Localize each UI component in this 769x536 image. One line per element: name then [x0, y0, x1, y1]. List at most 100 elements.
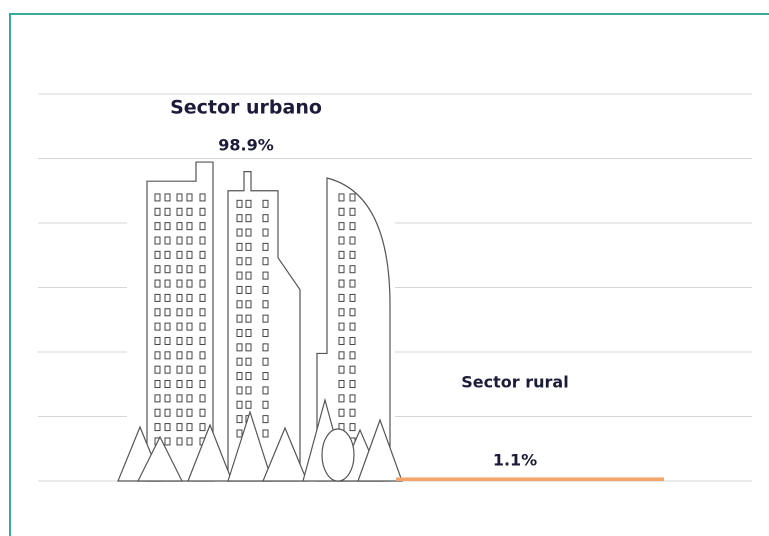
window [338, 394, 345, 403]
window [176, 193, 183, 202]
window [154, 380, 161, 389]
window [186, 222, 193, 231]
window [349, 222, 356, 231]
window [164, 207, 171, 216]
window [199, 222, 206, 231]
window [199, 423, 206, 432]
window [199, 408, 206, 417]
window [186, 394, 193, 403]
window [154, 193, 161, 202]
value-label: 98.9% [218, 136, 274, 155]
window [164, 322, 171, 331]
window [164, 408, 171, 417]
window [236, 300, 243, 309]
window [186, 293, 193, 302]
window [262, 386, 269, 395]
window [186, 265, 193, 274]
window [338, 336, 345, 345]
window [164, 250, 171, 259]
window [338, 293, 345, 302]
window [349, 423, 356, 432]
window [245, 400, 252, 409]
window [176, 222, 183, 231]
tree [262, 426, 308, 482]
window [262, 372, 269, 381]
window [262, 199, 269, 208]
window [349, 293, 356, 302]
window [262, 271, 269, 280]
window [236, 343, 243, 352]
window [338, 250, 345, 259]
window [176, 365, 183, 374]
window [154, 423, 161, 432]
window [186, 322, 193, 331]
window [154, 207, 161, 216]
window [245, 372, 252, 381]
window [236, 415, 243, 424]
window [236, 429, 243, 438]
window [186, 408, 193, 417]
window [236, 314, 243, 323]
window [236, 372, 243, 381]
window [199, 365, 206, 374]
window [349, 380, 356, 389]
frame [9, 13, 769, 536]
window [164, 308, 171, 317]
window [236, 328, 243, 337]
window [338, 351, 345, 360]
window [262, 300, 269, 309]
tree [227, 410, 273, 482]
window [236, 228, 243, 237]
window [245, 300, 252, 309]
window [199, 308, 206, 317]
tree [321, 428, 355, 482]
window [164, 394, 171, 403]
window [245, 228, 252, 237]
window [154, 336, 161, 345]
window [338, 193, 345, 202]
window [236, 214, 243, 223]
window [176, 394, 183, 403]
window [164, 336, 171, 345]
window [176, 380, 183, 389]
window [349, 265, 356, 274]
window [245, 199, 252, 208]
window [154, 222, 161, 231]
window [262, 343, 269, 352]
window [338, 308, 345, 317]
window [186, 423, 193, 432]
window [186, 351, 193, 360]
window [154, 322, 161, 331]
window [176, 322, 183, 331]
window [186, 308, 193, 317]
window [164, 265, 171, 274]
window [349, 322, 356, 331]
window [262, 415, 269, 424]
building [146, 161, 214, 482]
window [164, 365, 171, 374]
window [186, 207, 193, 216]
window [176, 408, 183, 417]
window [338, 265, 345, 274]
window [262, 257, 269, 266]
bar [396, 477, 664, 481]
window [154, 351, 161, 360]
window [262, 242, 269, 251]
window [245, 357, 252, 366]
window [245, 214, 252, 223]
window [164, 293, 171, 302]
window [164, 279, 171, 288]
window [245, 328, 252, 337]
window [154, 308, 161, 317]
window [199, 322, 206, 331]
window [164, 236, 171, 245]
window [349, 250, 356, 259]
window [262, 314, 269, 323]
window [338, 322, 345, 331]
window [199, 279, 206, 288]
window [338, 279, 345, 288]
window [338, 207, 345, 216]
window [186, 250, 193, 259]
window [262, 228, 269, 237]
